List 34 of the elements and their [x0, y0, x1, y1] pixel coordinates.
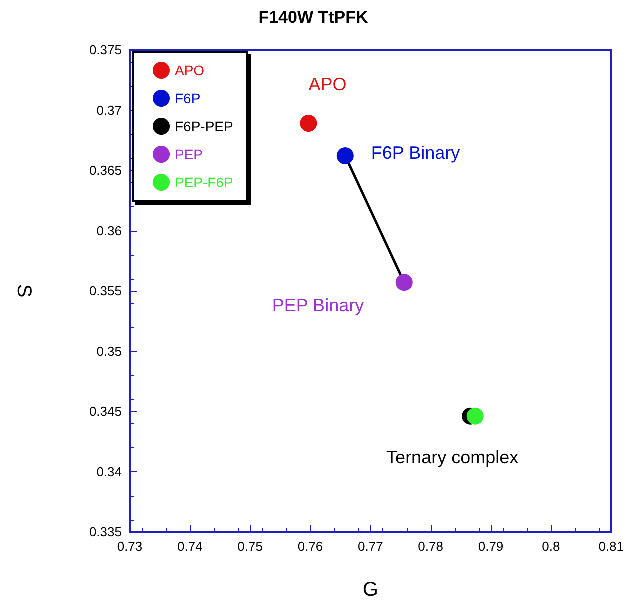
- legend-label: F6P-PEP: [175, 118, 234, 134]
- annotation: APO: [308, 74, 347, 95]
- x-tick-label: 0.75: [238, 539, 263, 554]
- annotation: F6P Binary: [371, 143, 460, 164]
- y-tick-label: 0.35: [96, 344, 122, 359]
- y-tick-label: 0.36: [96, 223, 122, 238]
- annotation: Ternary complex: [386, 447, 519, 468]
- legend-label: F6P: [175, 90, 201, 106]
- y-tick-label: 0.37: [96, 102, 122, 118]
- point: [466, 408, 484, 425]
- legend-label: PEP-F6P: [175, 174, 234, 190]
- point: [396, 274, 413, 292]
- chart-title: F140W TtPFK: [258, 8, 370, 27]
- y-tick-label: 0.365: [89, 163, 122, 178]
- y-tick-label: 0.355: [89, 284, 122, 298]
- x-tick-label: 0.76: [298, 539, 324, 554]
- point: [336, 148, 354, 165]
- y-tick-label: 0.335: [89, 524, 122, 540]
- y-tick-label: 0.375: [89, 42, 122, 58]
- x-tick-label: 0.74: [178, 539, 203, 554]
- x-tick-label: 0.73: [117, 539, 143, 554]
- legend-label: APO: [175, 62, 205, 78]
- x-axis-title: G: [362, 579, 378, 601]
- x-tick-label: 0.77: [358, 539, 384, 554]
- x-tick-label: 0.78: [418, 539, 444, 554]
- y-tick-label: 0.345: [89, 404, 122, 419]
- point: [300, 115, 318, 132]
- y-tick-label: 0.34: [96, 464, 122, 480]
- annotation: PEP Binary: [272, 296, 364, 316]
- y-axis-title: S: [13, 284, 35, 298]
- x-tick-label: 0.79: [478, 539, 504, 554]
- x-tick-label: 0.81: [598, 539, 624, 554]
- legend-label: PEP: [175, 146, 204, 162]
- x-tick-label: 0.8: [542, 539, 560, 554]
